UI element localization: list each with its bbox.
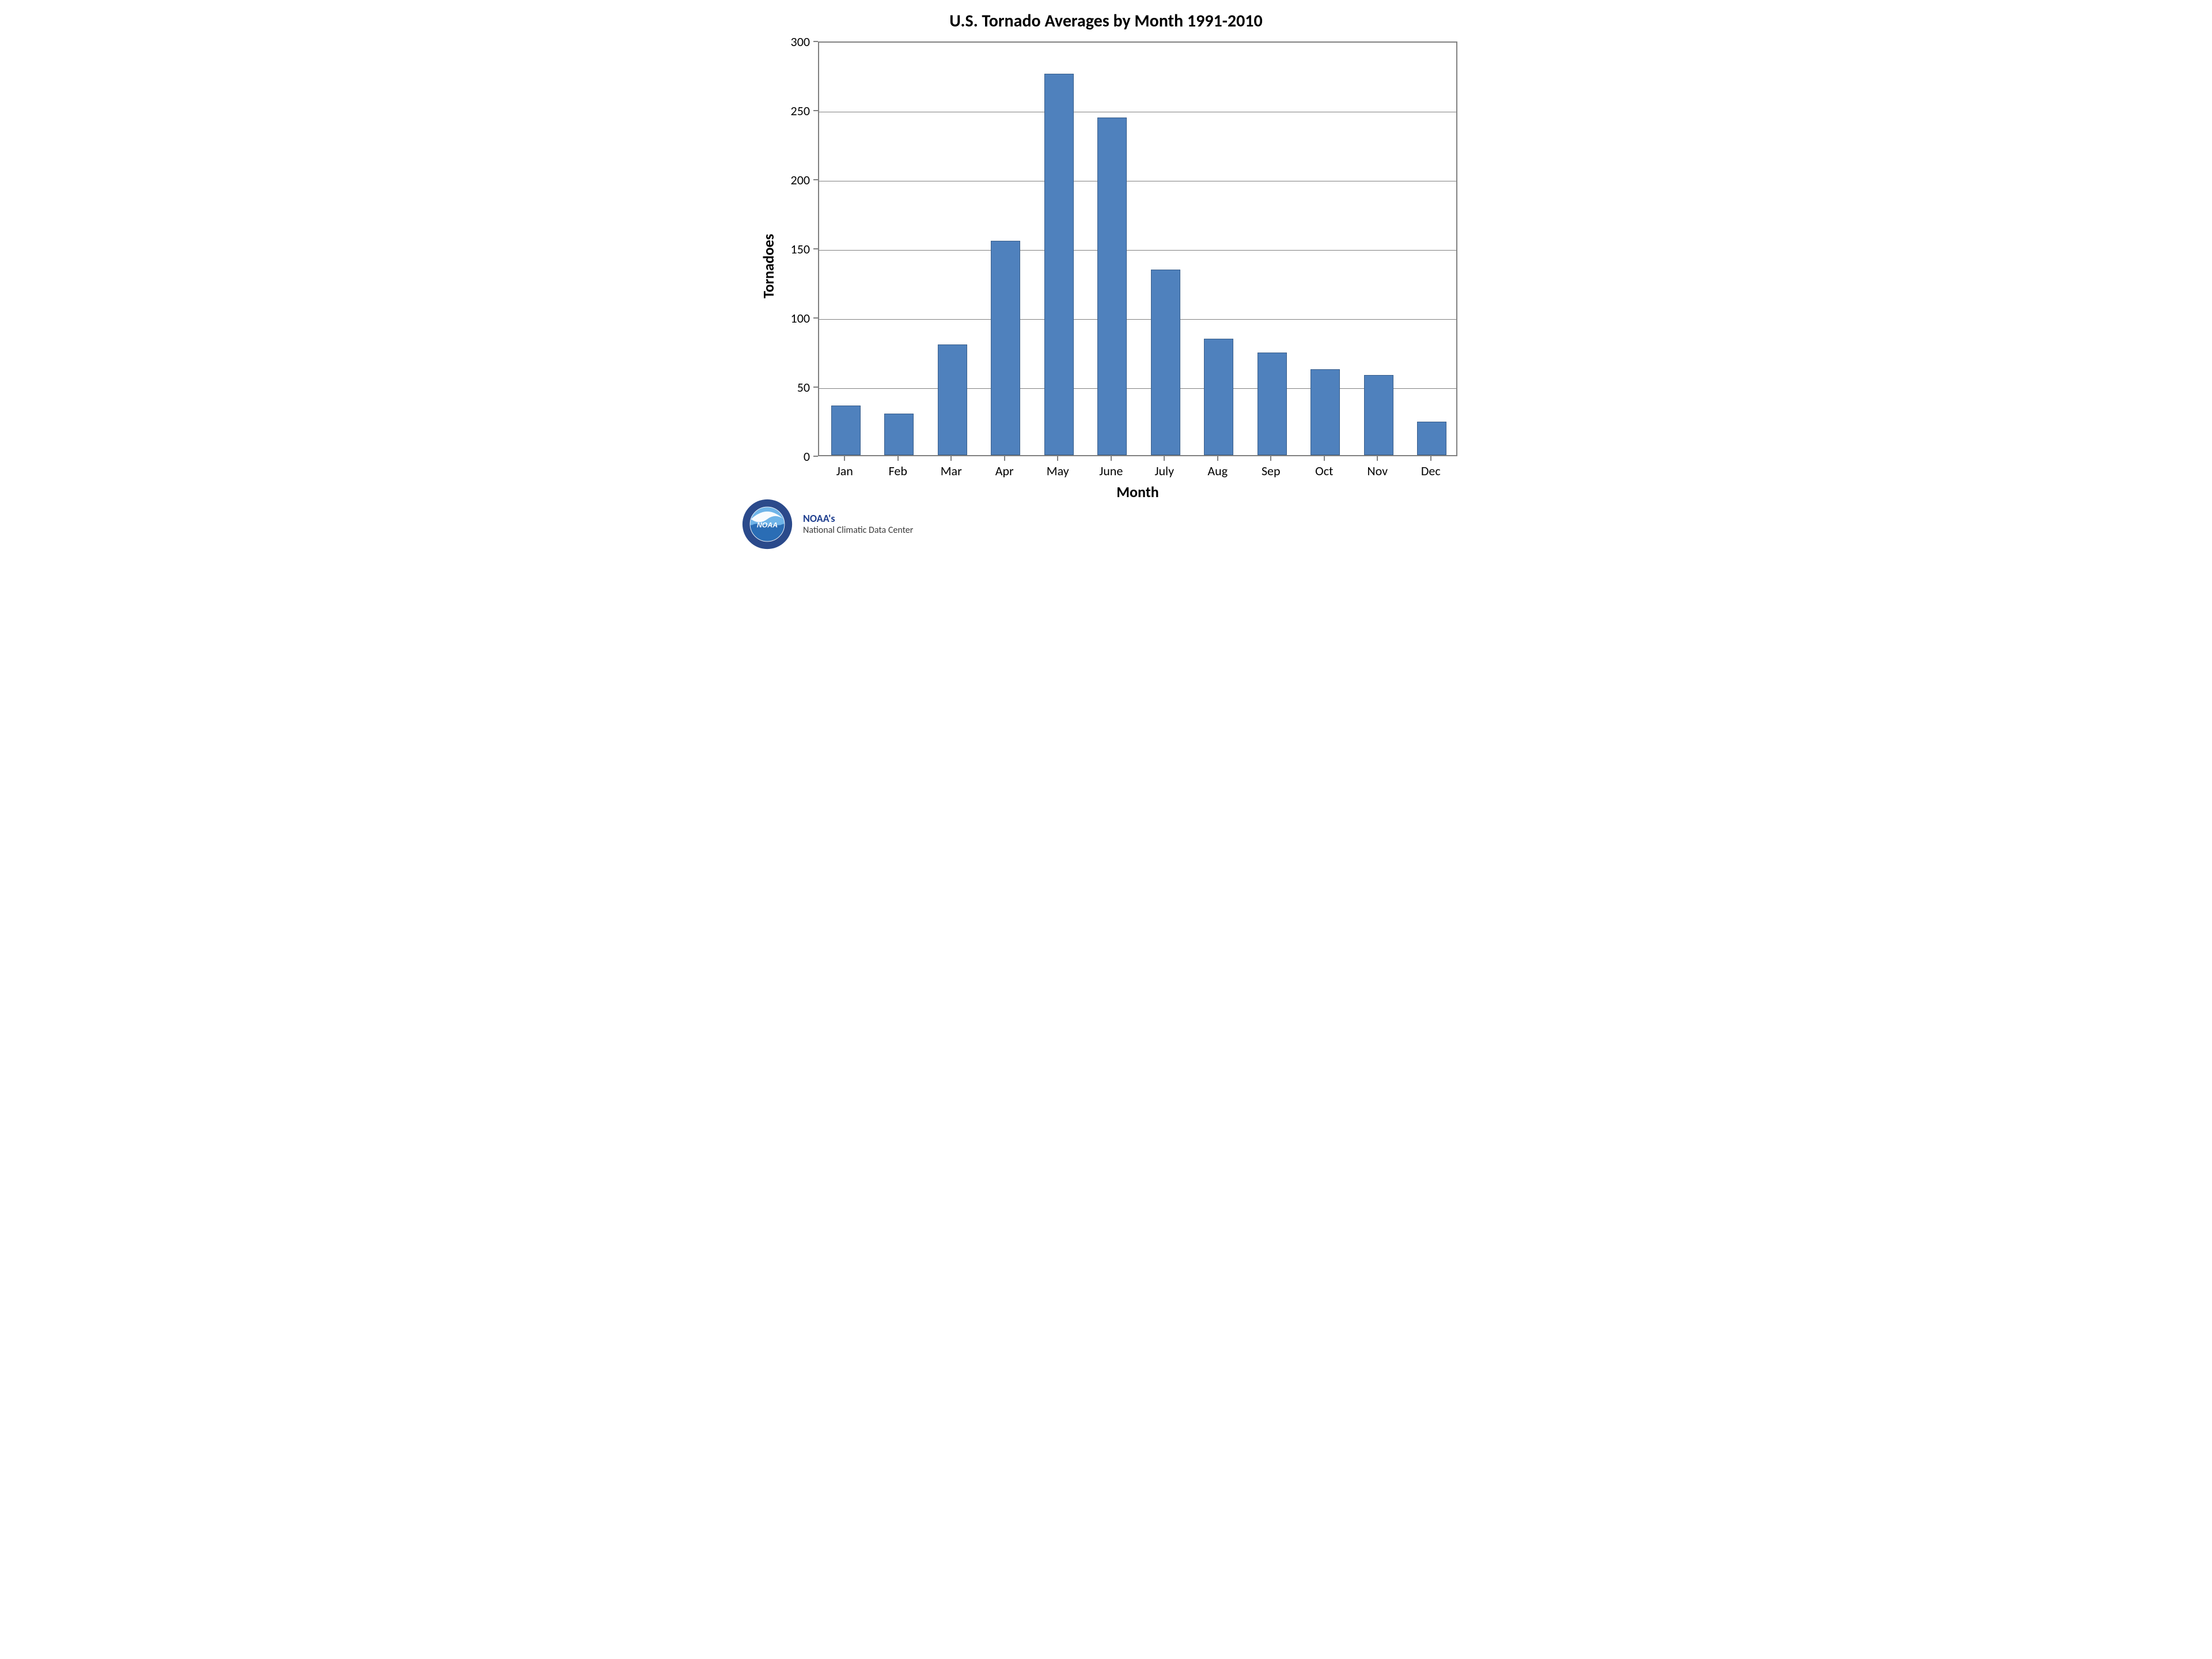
svg-text:NOAA: NOAA (757, 521, 778, 529)
y-tick-mark (813, 41, 818, 42)
noaa-logo-icon: NOAA (742, 499, 793, 550)
bar (1257, 353, 1287, 455)
x-tick-label: Aug (1191, 463, 1245, 479)
x-tick-label: July (1138, 463, 1191, 479)
y-tick-mark (813, 456, 818, 457)
x-tick-mark (1057, 456, 1058, 461)
gridline (819, 319, 1456, 320)
x-tick-mark (1377, 456, 1378, 461)
footer-line1: NOAA's (803, 513, 913, 525)
x-tick-label: Apr (978, 463, 1032, 479)
y-tick-label: 250 (775, 103, 810, 119)
x-tick-label: June (1085, 463, 1138, 479)
gridline (819, 250, 1456, 251)
x-tick-mark (1270, 456, 1271, 461)
bar (1151, 270, 1180, 455)
x-tick-label: Dec (1404, 463, 1458, 479)
y-tick-mark (813, 110, 818, 111)
bar (938, 344, 967, 455)
bar (831, 406, 861, 455)
footer: NOAA NOAA's National Climatic Data Cente… (742, 499, 913, 550)
x-tick-mark (897, 456, 899, 461)
chart-title: U.S. Tornado Averages by Month 1991-2010 (737, 10, 1475, 32)
footer-text: NOAA's National Climatic Data Center (803, 513, 913, 536)
x-tick-mark (1111, 456, 1112, 461)
bar (991, 241, 1020, 455)
bar (1310, 369, 1340, 455)
x-tick-label: May (1031, 463, 1085, 479)
footer-line2: National Climatic Data Center (803, 525, 913, 536)
y-tick-label: 50 (775, 380, 810, 395)
x-tick-label: Jan (818, 463, 872, 479)
bar (1097, 118, 1127, 455)
x-tick-label: Oct (1298, 463, 1351, 479)
y-tick-label: 0 (775, 449, 810, 464)
plot-area (818, 41, 1457, 456)
y-tick-label: 200 (775, 172, 810, 188)
y-tick-label: 150 (775, 241, 810, 257)
y-tick-label: 300 (775, 34, 810, 50)
x-tick-label: Nov (1351, 463, 1404, 479)
x-tick-label: Feb (872, 463, 925, 479)
bar (1417, 422, 1446, 455)
x-tick-mark (1004, 456, 1005, 461)
x-tick-mark (1430, 456, 1431, 461)
x-tick-label: Sep (1244, 463, 1298, 479)
bar (884, 414, 914, 455)
y-tick-mark (813, 179, 818, 180)
gridline (819, 388, 1456, 389)
bar (1204, 339, 1233, 455)
x-tick-label: Mar (925, 463, 978, 479)
x-tick-mark (950, 456, 952, 461)
y-tick-mark (813, 387, 818, 388)
bar (1044, 74, 1074, 455)
x-tick-mark (844, 456, 845, 461)
bar (1364, 375, 1393, 455)
x-axis-label: Month (818, 483, 1457, 501)
y-tick-mark (813, 248, 818, 249)
page-root: U.S. Tornado Averages by Month 1991-2010… (737, 0, 1475, 553)
y-tick-label: 100 (775, 310, 810, 326)
x-tick-mark (1324, 456, 1325, 461)
x-tick-mark (1164, 456, 1165, 461)
x-tick-mark (1217, 456, 1218, 461)
y-tick-mark (813, 317, 818, 319)
